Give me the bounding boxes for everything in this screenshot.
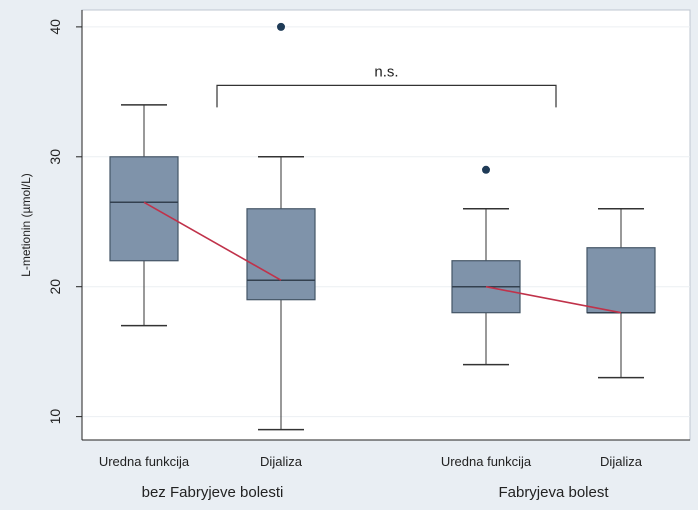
y-tick-label: 10 — [47, 409, 63, 425]
x-tick-label: Uredna funkcija — [441, 454, 532, 469]
significance-label: n.s. — [374, 63, 398, 80]
y-tick-label: 40 — [47, 19, 63, 35]
x-tick-label: Uredna funkcija — [99, 454, 190, 469]
significance-bracket — [216, 84, 557, 108]
box — [586, 247, 656, 314]
y-tick-label: 30 — [47, 149, 63, 165]
group-label: Fabryjeva bolest — [498, 484, 609, 501]
x-tick-label: Dijaliza — [600, 454, 643, 469]
box — [246, 208, 316, 301]
box — [109, 156, 179, 262]
x-tick-label: Dijaliza — [260, 454, 303, 469]
median-connector-line — [143, 201, 282, 281]
y-axis-label: L-metionin (µmol/L) — [19, 173, 33, 277]
y-tick-label: 20 — [47, 279, 63, 295]
median-connector-line — [485, 285, 622, 314]
outlier-point — [277, 22, 285, 31]
group-label: bez Fabryjeve bolesti — [142, 484, 284, 501]
outlier-point — [482, 165, 490, 174]
